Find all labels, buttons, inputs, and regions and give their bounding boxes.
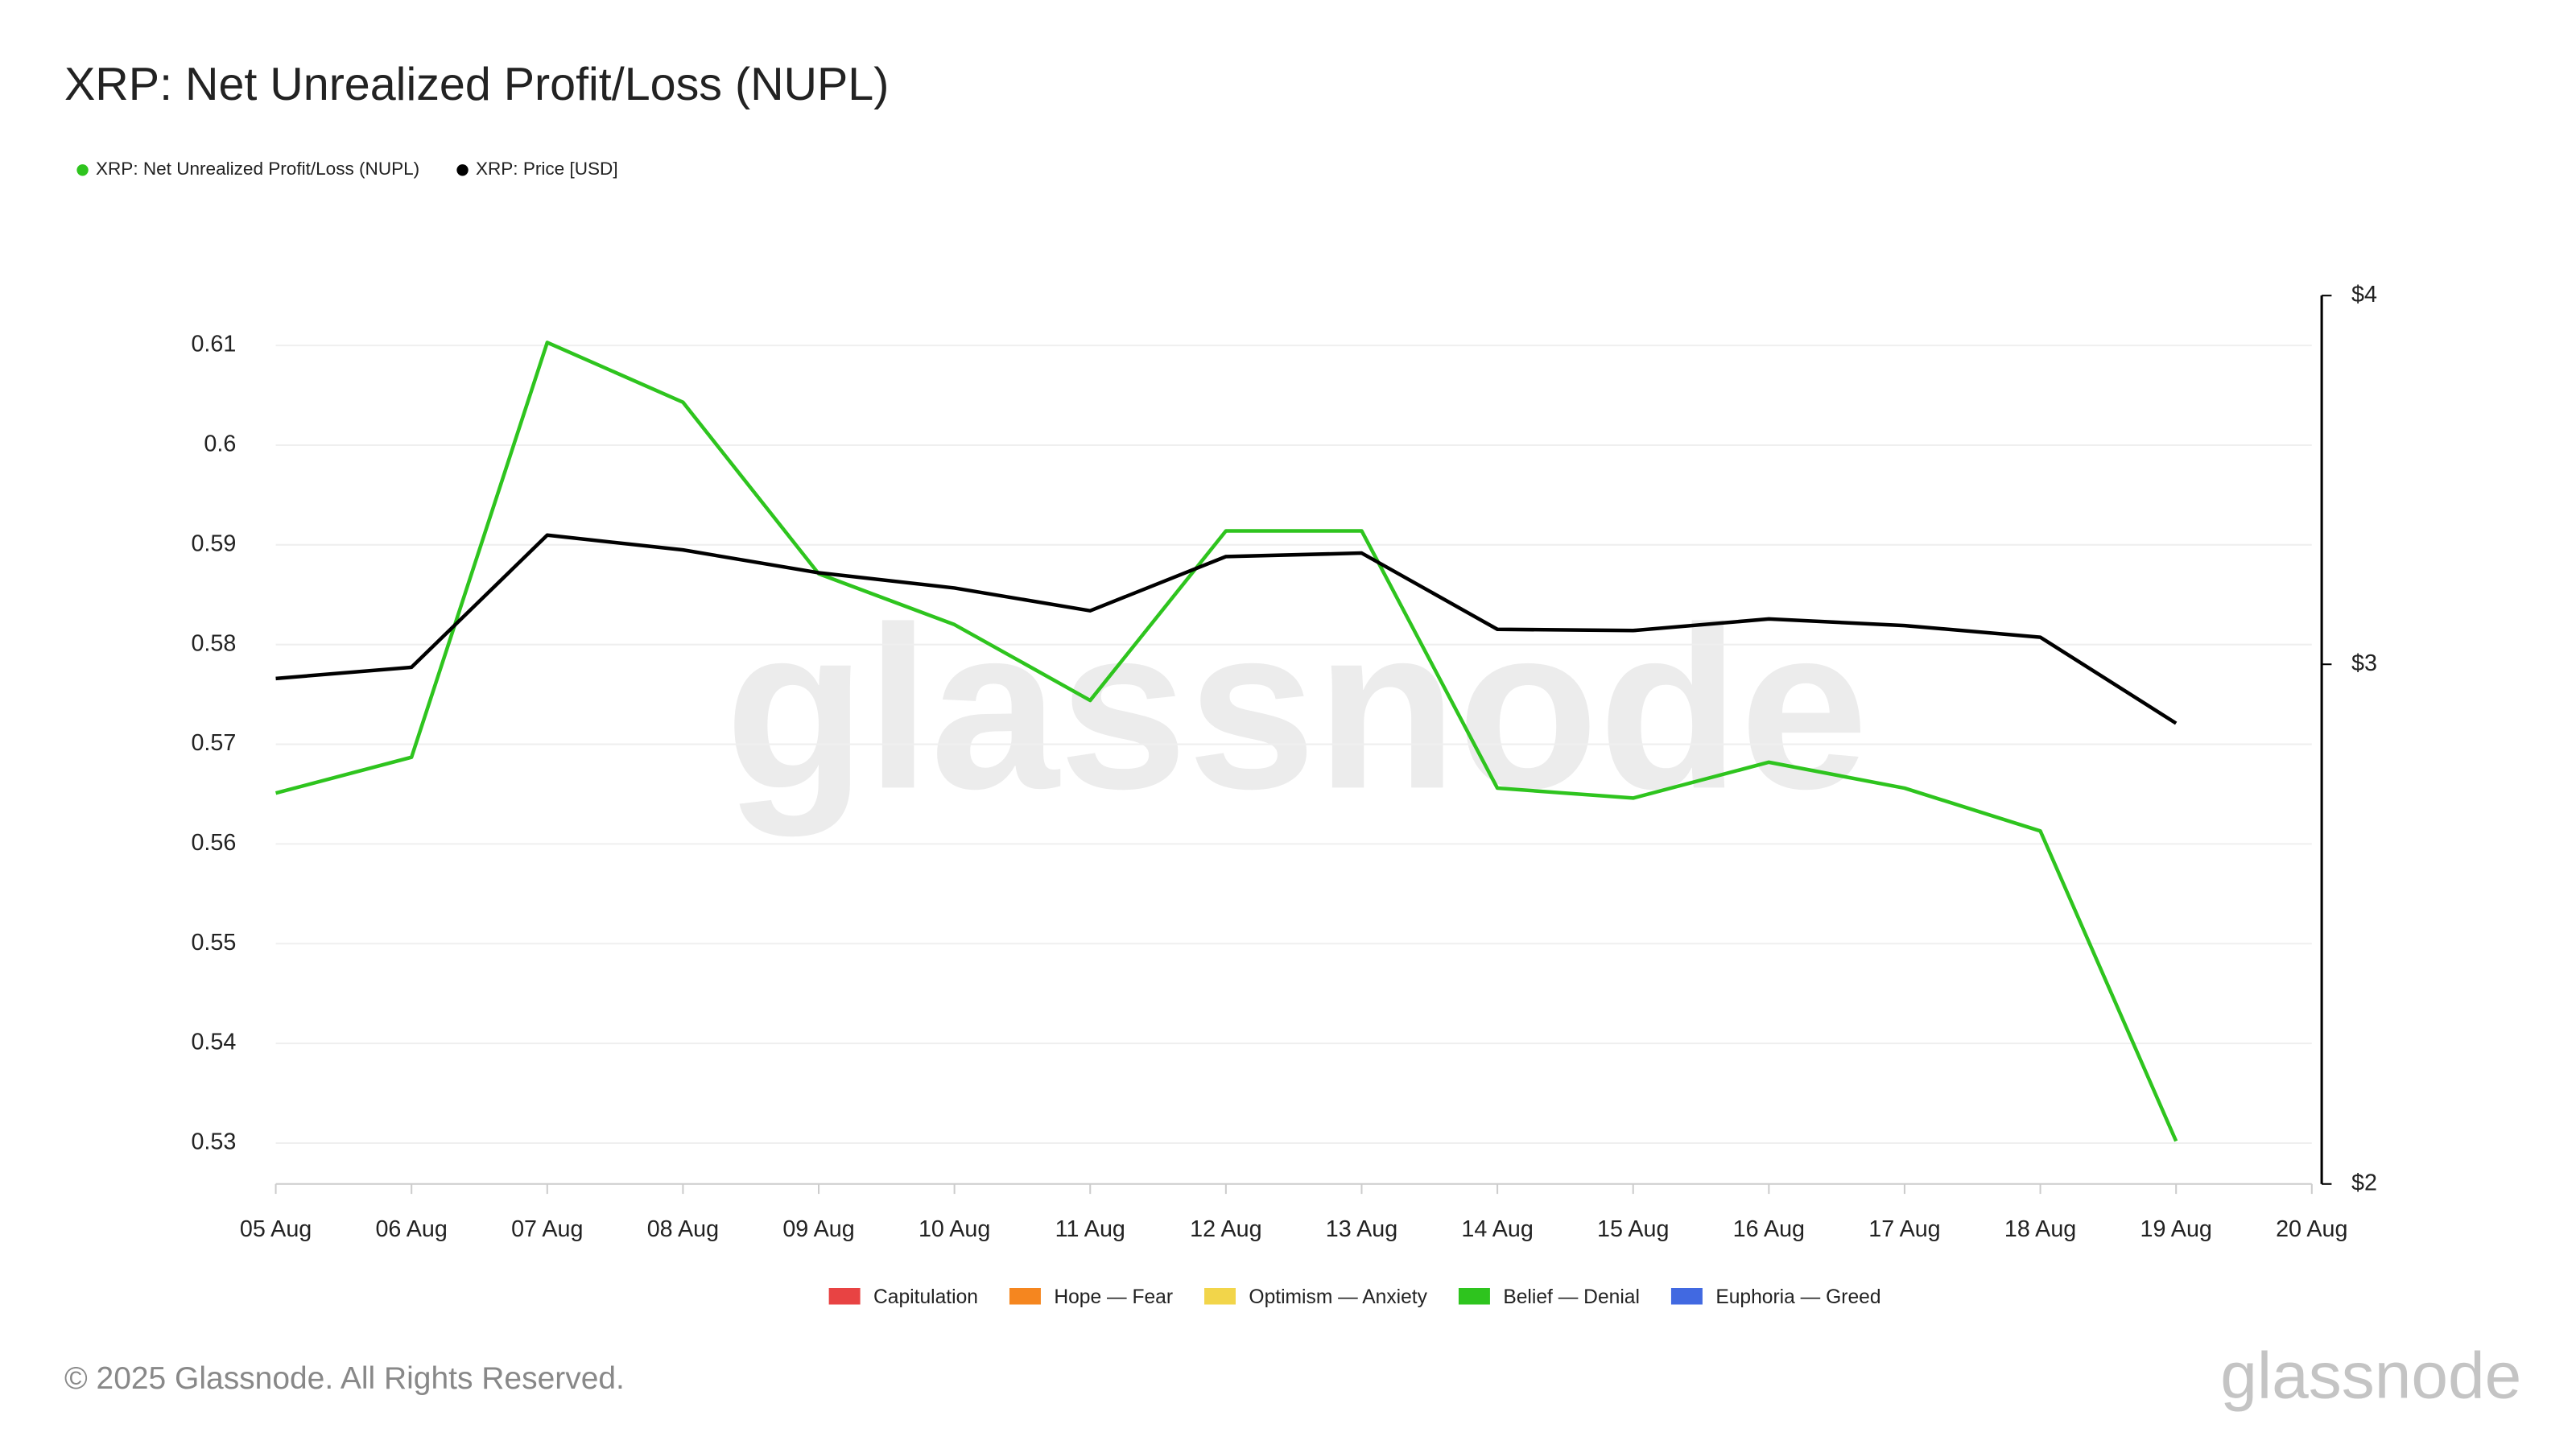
x-tick-label: 06 Aug	[375, 1216, 447, 1242]
y-tick-label: 0.53	[191, 1129, 236, 1155]
y2-tick-label: $4	[2351, 282, 2377, 308]
x-tick-label: 11 Aug	[1055, 1216, 1125, 1242]
zone-label: Capitulation	[873, 1286, 978, 1308]
series-line	[275, 341, 2178, 1142]
x-tick-label: 12 Aug	[1190, 1216, 1261, 1242]
zone-label: Euphoria — Greed	[1715, 1286, 1880, 1308]
x-tick-label: 18 Aug	[2004, 1216, 2076, 1242]
x-tick-label: 09 Aug	[782, 1216, 854, 1242]
y-tick-label: 0.6	[204, 431, 236, 457]
y-tick-label: 0.58	[191, 630, 236, 656]
y-tick-label: 0.55	[191, 930, 236, 956]
legend-label: XRP: Net Unrealized Profit/Loss (NUPL)	[96, 159, 419, 179]
x-tick-label: 10 Aug	[919, 1216, 990, 1242]
chart-title: XRP: Net Unrealized Profit/Loss (NUPL)	[64, 59, 889, 110]
y2-tick-label: $3	[2351, 650, 2377, 676]
x-tick-label: 07 Aug	[511, 1216, 583, 1242]
x-tick-label: 20 Aug	[2276, 1216, 2347, 1242]
zone-swatch	[1670, 1288, 1703, 1305]
zone-swatch	[1458, 1288, 1490, 1305]
x-tick-label: 16 Aug	[1733, 1216, 1805, 1242]
x-tick-label: 14 Aug	[1461, 1216, 1533, 1242]
y-tick-label: 0.56	[191, 830, 236, 856]
x-tick-label: 05 Aug	[240, 1216, 312, 1242]
series-line	[275, 533, 2178, 725]
zone-swatch	[1204, 1288, 1236, 1305]
x-tick-label: 17 Aug	[1868, 1216, 1940, 1242]
legend-marker	[456, 164, 469, 176]
y-tick-label: 0.61	[191, 332, 236, 357]
y-tick-label: 0.54	[191, 1030, 236, 1055]
zone-swatch	[828, 1288, 861, 1305]
x-tick-label: 19 Aug	[2140, 1216, 2211, 1242]
y-tick-label: 0.59	[191, 530, 236, 556]
zone-label: Belief — Denial	[1503, 1286, 1640, 1308]
x-tick-label: 08 Aug	[647, 1216, 719, 1242]
brand-logo: glassnode	[2220, 1340, 2521, 1413]
x-tick-label: 13 Aug	[1326, 1216, 1397, 1242]
zone-label: Hope — Fear	[1054, 1286, 1173, 1308]
footer: © 2025 Glassnode. All Rights Reserved.	[64, 1361, 625, 1396]
zone-label: Optimism — Anxiety	[1249, 1286, 1427, 1308]
y2-tick-label: $2	[2351, 1170, 2377, 1195]
watermark: glassnode	[725, 578, 1868, 838]
y-tick-label: 0.57	[191, 730, 236, 756]
x-tick-label: 15 Aug	[1597, 1216, 1669, 1242]
zone-swatch	[1009, 1288, 1041, 1305]
legend-label: XRP: Price [USD]	[476, 159, 618, 179]
legend-marker	[76, 164, 89, 176]
